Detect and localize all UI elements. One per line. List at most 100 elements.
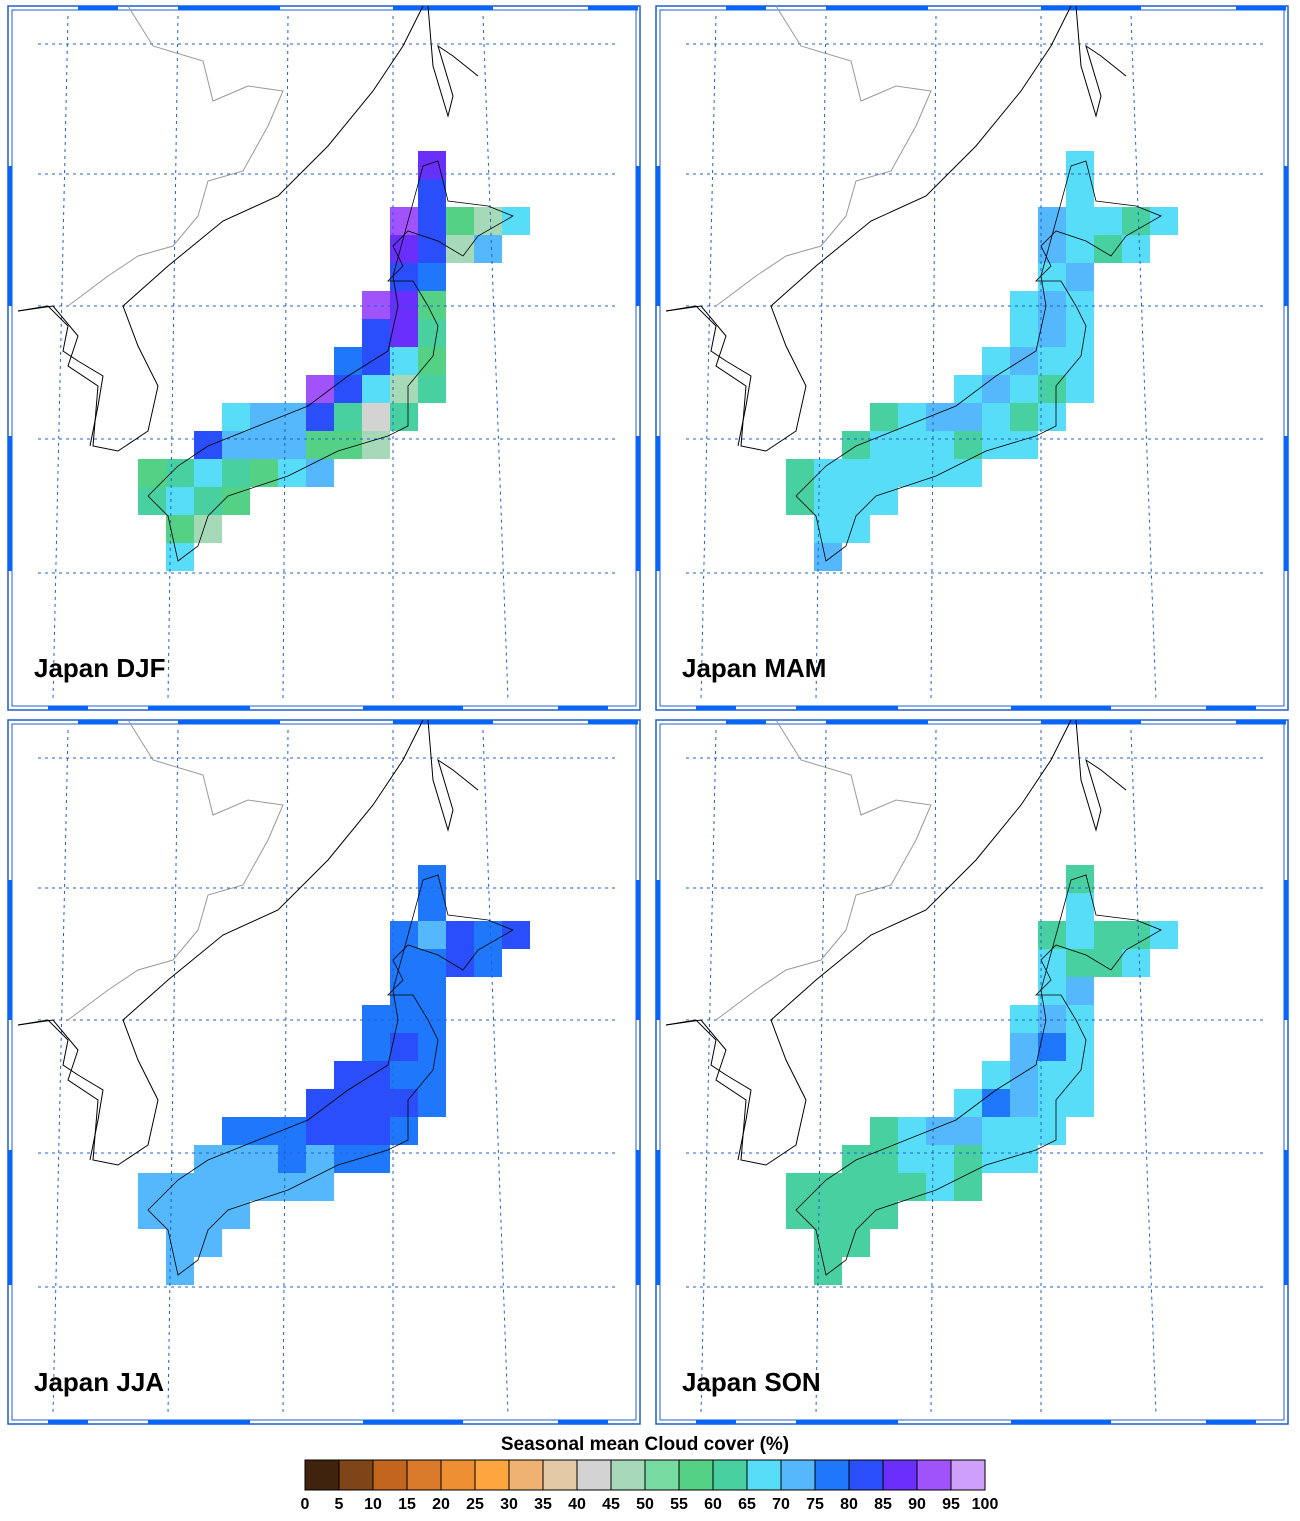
coastline <box>17 305 104 447</box>
grid-cell <box>306 1145 334 1173</box>
colorbar-label: 45 <box>602 1496 620 1513</box>
grid-cell <box>362 347 390 375</box>
grid-cell <box>1122 235 1150 263</box>
grid-cell <box>194 1145 222 1173</box>
colorbar-label: 0 <box>301 1496 310 1513</box>
grid-cell <box>222 403 250 431</box>
grid-cell <box>390 319 418 347</box>
grid-cell <box>390 263 418 291</box>
grid-cell <box>1094 949 1122 977</box>
colorbar-box <box>746 1459 782 1491</box>
grid-cell <box>926 403 954 431</box>
grid-cell <box>334 375 362 403</box>
longitude-line <box>282 729 289 1415</box>
grid-cell <box>842 1229 870 1257</box>
grid-cell <box>222 1173 250 1201</box>
grid-cell <box>362 1089 390 1117</box>
grid-cell <box>1010 1033 1038 1061</box>
grid-cell <box>418 319 446 347</box>
grid-cell <box>870 431 898 459</box>
grid-cell <box>418 977 446 1005</box>
coastline <box>147 874 514 1276</box>
grid-cell <box>954 459 982 487</box>
grid-cell <box>390 921 418 949</box>
grid-cell <box>418 949 446 977</box>
colorbar-title: Seasonal mean Cloud cover (%) <box>501 1434 789 1455</box>
grid-cell <box>390 1033 418 1061</box>
coastline <box>665 719 1072 1166</box>
coastline <box>1075 5 1127 118</box>
grid-cell <box>1122 207 1150 235</box>
grid-cell <box>814 543 842 571</box>
grid-cell <box>954 1145 982 1173</box>
grid-cell <box>306 403 334 431</box>
grid-cell <box>474 207 502 235</box>
grid-cell <box>250 459 278 487</box>
grid-cell <box>982 347 1010 375</box>
grid-cell <box>194 515 222 543</box>
grid-cell <box>278 1173 306 1201</box>
grid-cell <box>306 1173 334 1201</box>
grid-cell <box>138 1173 166 1201</box>
colorbar-label: 20 <box>432 1496 450 1513</box>
grid-cell <box>418 207 446 235</box>
grid-cell <box>870 487 898 515</box>
map-panel: Japan MAM <box>655 5 1289 711</box>
border-line <box>715 719 932 1021</box>
grid-cell <box>1010 1089 1038 1117</box>
grid-cell <box>870 1201 898 1229</box>
colorbar-box <box>338 1459 374 1491</box>
grid-cell <box>306 1089 334 1117</box>
grid-cell <box>1038 403 1066 431</box>
grid-cell <box>814 1173 842 1201</box>
grid-cell <box>926 1145 954 1173</box>
panel-title: Japan MAM <box>682 653 826 683</box>
colorbar-label: 90 <box>908 1496 926 1513</box>
grid-cell <box>502 207 530 235</box>
grid-cell <box>278 459 306 487</box>
grid-cell <box>362 1005 390 1033</box>
grid-cell <box>898 403 926 431</box>
grid-cell <box>278 1145 306 1173</box>
grid-cell <box>306 1117 334 1145</box>
grid-cell <box>222 1201 250 1229</box>
grid-cell <box>334 347 362 375</box>
longitude-line <box>167 15 179 701</box>
colorbar-label: 65 <box>738 1496 756 1513</box>
colorbar-box <box>610 1459 646 1491</box>
colorbar-box <box>780 1459 816 1491</box>
colorbar-label: 95 <box>942 1496 960 1513</box>
grid-cell <box>446 921 474 949</box>
colorbar-label: 80 <box>840 1496 858 1513</box>
colorbar-box <box>916 1459 952 1491</box>
grid-cell <box>194 1201 222 1229</box>
colorbar-label: 30 <box>500 1496 518 1513</box>
grid-cell <box>1094 235 1122 263</box>
grid-cell <box>1010 403 1038 431</box>
grid-cell <box>982 1089 1010 1117</box>
colorbar-label: 5 <box>335 1496 344 1513</box>
grid-cell <box>1038 207 1066 235</box>
colorbar-box <box>304 1459 340 1491</box>
grid-cell <box>446 949 474 977</box>
grid-cell <box>1066 263 1094 291</box>
colorbar-label: 100 <box>972 1496 999 1513</box>
coastline <box>1075 719 1127 832</box>
colorbar-box <box>440 1459 476 1491</box>
grid-cell <box>1038 1117 1066 1145</box>
colorbar-label: 75 <box>806 1496 824 1513</box>
grid-cell <box>842 1201 870 1229</box>
colorbar-box <box>644 1459 680 1491</box>
grid-cell <box>1010 291 1038 319</box>
grid-cell <box>194 1173 222 1201</box>
grid-cell <box>138 487 166 515</box>
grid-cell <box>1094 207 1122 235</box>
grid-cell <box>418 1061 446 1089</box>
map-panel: Japan DJF <box>7 5 641 711</box>
grid-cell <box>362 1033 390 1061</box>
grid-cell <box>362 403 390 431</box>
grid-cell <box>390 207 418 235</box>
grid-cell <box>278 431 306 459</box>
colorbar-box <box>678 1459 714 1491</box>
colorbar-box <box>848 1459 884 1491</box>
